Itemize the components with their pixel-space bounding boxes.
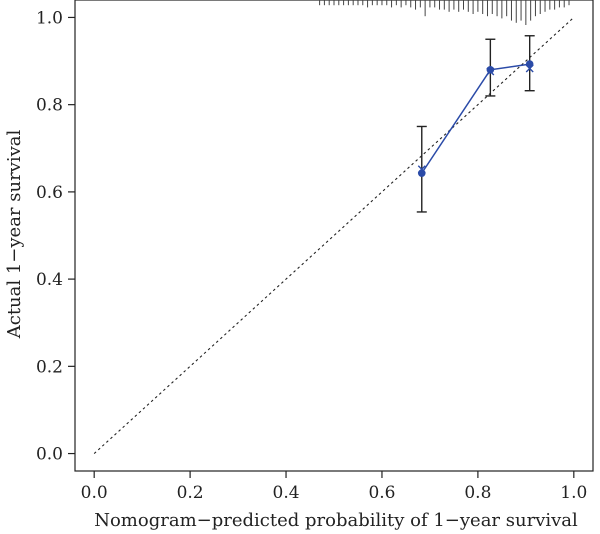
series-line — [421, 63, 530, 174]
y-tick-label: 0.2 — [36, 357, 63, 377]
axis-layer: 0.0 0.2 0.4 0.6 0.8 1.0 0.0 0.2 0.4 0.6 0.8 1.0 — [36, 8, 587, 503]
x-tick-label: 0.4 — [273, 483, 300, 503]
x-axis-title: Nomogram−predicted probability of 1−year… — [94, 510, 578, 531]
rug-layer — [319, 0, 570, 25]
y-tick-label: 0.8 — [36, 96, 63, 116]
y-tick-label: 0.4 — [36, 270, 63, 290]
x-tick-label: 1.0 — [560, 483, 587, 503]
reference-diagonal-line — [93, 17, 575, 454]
y-axis-title: Actual 1−year survival — [4, 129, 25, 339]
y-tick-label: 0.6 — [36, 183, 63, 203]
data-point — [486, 65, 495, 74]
plot-frame — [74, 0, 594, 472]
data-point — [525, 60, 534, 68]
x-tick-label: 0.0 — [81, 483, 108, 503]
x-tick-label: 0.6 — [368, 483, 395, 503]
x-tick-label: 0.2 — [177, 483, 204, 503]
data-point — [417, 169, 426, 177]
series-layer — [416, 35, 535, 213]
y-tick-label: 0.0 — [36, 445, 63, 465]
y-tick-label: 1.0 — [36, 8, 63, 28]
x-tick-label: 0.8 — [464, 483, 491, 503]
